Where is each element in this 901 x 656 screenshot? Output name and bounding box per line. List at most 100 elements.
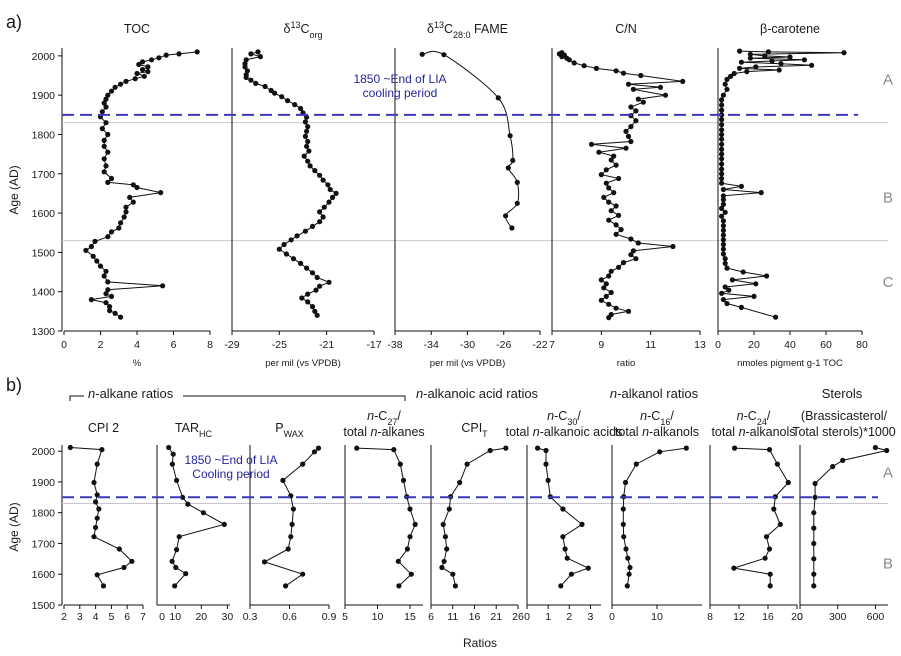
data-point (514, 179, 520, 185)
data-point (290, 506, 296, 512)
column-title: TOC (124, 22, 150, 36)
data-point (620, 521, 626, 528)
column-title-part: (Brassicasterol/ (801, 409, 888, 423)
data-point (722, 209, 728, 215)
data-point (123, 209, 129, 215)
data-point (719, 107, 725, 113)
data-point (811, 571, 817, 577)
data-point (720, 237, 727, 243)
data-point (766, 447, 773, 453)
x-tick-label: 0 (715, 339, 721, 351)
data-point (408, 571, 414, 577)
data-point (313, 287, 319, 293)
column-title-part: C (300, 22, 309, 36)
lia-annotation: cooling period (363, 86, 438, 100)
data-point (103, 104, 109, 110)
data-point (809, 62, 815, 68)
data-point (625, 308, 632, 314)
column-1: 0 2 4 6 8% TOC (61, 22, 213, 369)
x-tick-label: 20 (748, 339, 760, 351)
data-point (330, 194, 336, 200)
data-point (281, 241, 287, 248)
data-point (132, 76, 138, 82)
data-point (118, 314, 124, 320)
column-title-part: / (577, 409, 581, 423)
x-tick-label: -34 (424, 339, 439, 351)
data-point (248, 77, 254, 83)
column-title: n-C24/ (737, 409, 771, 427)
y-tick-label: 1500 (32, 600, 56, 612)
data-point (747, 55, 754, 61)
x-tick-label: 2 (566, 611, 572, 623)
column-title-part: -C (374, 409, 387, 423)
x-tick-label: 9 (598, 339, 604, 351)
data-point (670, 243, 676, 250)
data-point (309, 304, 316, 310)
data-point (731, 565, 737, 571)
data-point (103, 163, 109, 169)
data-point (738, 59, 745, 65)
data-point (304, 265, 310, 271)
column-title-part: HC (199, 429, 212, 439)
data-point (628, 138, 634, 145)
data-point (103, 291, 109, 297)
data-point (320, 177, 326, 183)
data-point (243, 57, 249, 63)
data-point (136, 61, 142, 68)
data-point (616, 264, 622, 270)
data-point (268, 87, 274, 94)
x-tick-label: 3 (77, 611, 83, 623)
column-title-part: 16 (660, 417, 670, 427)
data-point (764, 273, 770, 279)
data-point (683, 445, 689, 451)
column-title-part: / (397, 409, 401, 423)
data-point (283, 251, 289, 257)
x-tick-label: 6 (124, 611, 130, 623)
x-tick-label: 11 (645, 339, 656, 351)
x-tick-label: 0 (797, 611, 803, 623)
column-title-part: n (640, 409, 647, 423)
data-point (105, 279, 111, 285)
data-point (773, 314, 779, 320)
zone-label-A: A (883, 465, 893, 482)
column-title-part: n (533, 425, 540, 439)
data-point (440, 521, 446, 528)
x-tick-label: 7 (549, 339, 555, 351)
data-point (558, 583, 564, 589)
data-point (543, 447, 549, 454)
y-tick-label: 2000 (32, 51, 56, 63)
data-point (300, 571, 306, 577)
data-point (662, 92, 669, 98)
data-point (753, 281, 759, 287)
data-point (613, 222, 619, 228)
data-point (608, 268, 614, 274)
data-point (314, 274, 320, 281)
data-point (180, 494, 186, 500)
column-title-part: δ (427, 22, 434, 36)
data-point (618, 227, 624, 233)
data-point (292, 102, 298, 108)
data-point (306, 148, 312, 154)
column-title: (Brassicasterol/ (801, 409, 888, 423)
y-tick-label: 1800 (32, 129, 56, 141)
data-point (309, 223, 316, 229)
data-point (83, 247, 89, 253)
column-title-part: CPI (461, 421, 482, 435)
data-point (134, 70, 140, 77)
zone-label-B: B (883, 555, 893, 572)
series-line (70, 447, 133, 587)
data-point (333, 190, 339, 196)
data-point (169, 558, 175, 564)
data-point (103, 300, 109, 306)
data-point (185, 501, 191, 507)
x-tick-label: 16 (762, 611, 774, 623)
data-point (722, 256, 728, 262)
data-point (731, 70, 737, 77)
data-point (141, 73, 147, 79)
data-point (719, 97, 725, 103)
x-tick-label: 11 (447, 611, 458, 623)
data-point (535, 445, 541, 451)
x-axis-unit: ratio (617, 358, 635, 369)
data-point (105, 179, 111, 185)
data-point (841, 50, 847, 56)
